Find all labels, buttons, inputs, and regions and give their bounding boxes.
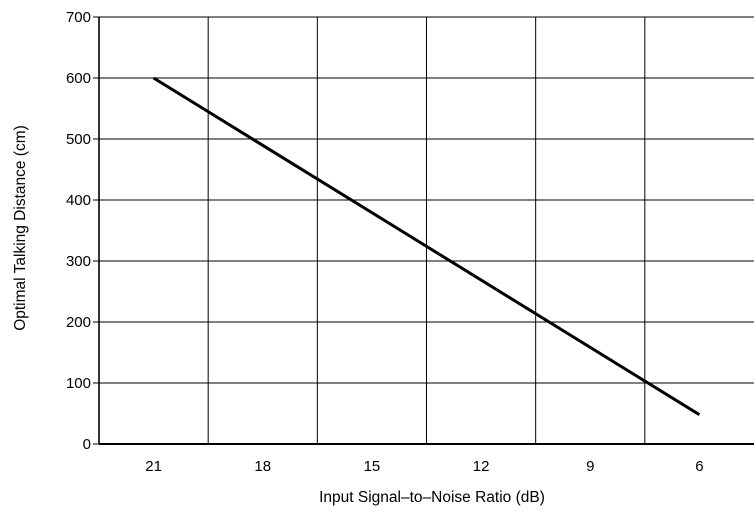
tick-labels: 0 100 200 300 400 500 600 700 21 18 15 12 9 6 xyxy=(66,9,704,475)
x-tick-label: 15 xyxy=(364,458,381,475)
y-tick-label: 200 xyxy=(66,314,91,331)
axes xyxy=(98,17,754,445)
grid xyxy=(99,16,754,444)
series-line xyxy=(152,76,701,416)
x-tick-label: 6 xyxy=(695,458,703,475)
x-tick-label: 21 xyxy=(145,458,162,475)
y-tick-label: 300 xyxy=(66,253,91,270)
y-tick-label: 100 xyxy=(66,375,91,392)
y-tick-label: 400 xyxy=(66,192,91,209)
y-tick-label: 600 xyxy=(66,70,91,87)
y-tick-label: 500 xyxy=(66,131,91,148)
y-tick-label: 700 xyxy=(66,9,91,26)
x-tick-label: 9 xyxy=(586,458,594,475)
x-tick-label: 12 xyxy=(473,458,490,475)
x-axis-title: Input Signal–to–Noise Ratio (dB) xyxy=(319,489,545,506)
y-axis-title: Optimal Talking Distance (cm) xyxy=(12,125,29,331)
y-tick-label: 0 xyxy=(83,436,91,453)
series xyxy=(152,76,701,416)
x-tick-label: 18 xyxy=(254,458,271,475)
